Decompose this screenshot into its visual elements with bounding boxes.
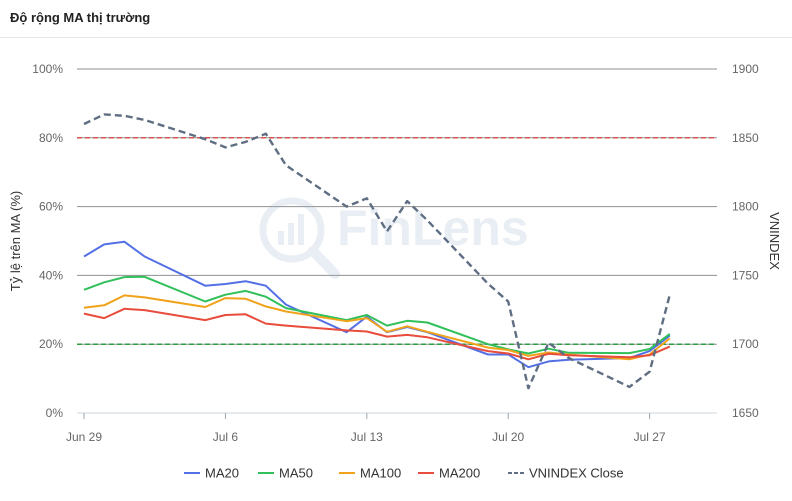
- right-y-axis: 1650 1700 1750 1800 1850 1900: [732, 62, 759, 420]
- left-tick-label: 100%: [32, 62, 63, 76]
- left-axis-title: Tỷ lệ trên MA (%): [8, 191, 23, 291]
- watermark-text: FinLens: [337, 200, 529, 256]
- legend: MA20 MA50 MA100 MA200 VNINDEX Close: [184, 466, 624, 481]
- x-axis: Jun 29 Jul 6 Jul 13 Jul 20 Jul 27: [66, 413, 666, 444]
- legend-label: MA200: [439, 466, 480, 481]
- legend-label: MA100: [360, 466, 401, 481]
- legend-label: MA50: [279, 466, 313, 481]
- series-ma100: [83, 294, 671, 361]
- left-tick-label: 80%: [39, 131, 63, 145]
- series-vnindex-close: [83, 113, 671, 390]
- chart-header: Độ rộng MA thị trường: [0, 0, 792, 38]
- market-breadth-chart: FinLens 0%20%40%60%80%100% 1650170017501…: [8, 62, 782, 481]
- x-tick-label: Jul 27: [634, 430, 666, 444]
- right-tick-label: 1650: [732, 406, 759, 420]
- right-axis-title: VNINDEX: [767, 212, 782, 270]
- right-tick-label: 1700: [732, 337, 759, 351]
- series-ma20: [83, 240, 671, 369]
- left-y-axis: 0% 20% 40% 60% 80% 100%: [32, 62, 63, 420]
- right-tick-label: 1800: [732, 200, 759, 214]
- left-tick-label: 0%: [46, 406, 64, 420]
- left-tick-label: 20%: [39, 337, 63, 351]
- x-tick-label: Jul 13: [351, 430, 383, 444]
- left-tick-label: 60%: [39, 200, 63, 214]
- x-tick-label: Jun 29: [66, 430, 102, 444]
- series-lines: [83, 113, 671, 390]
- series-ma200: [83, 307, 671, 361]
- right-tick-label: 1900: [732, 62, 759, 76]
- legend-label: VNINDEX Close: [529, 466, 624, 481]
- x-tick-label: Jul 20: [492, 430, 524, 444]
- reference-lines: [77, 137, 717, 345]
- chart-title: Độ rộng MA thị trường: [10, 10, 151, 25]
- x-tick-label: Jul 6: [213, 430, 239, 444]
- legend-label: MA20: [205, 466, 239, 481]
- magnifier-chart-icon: [259, 197, 340, 279]
- left-tick-label: 40%: [39, 268, 63, 282]
- right-tick-label: 1850: [732, 131, 759, 145]
- finlens-watermark: FinLens: [259, 197, 529, 279]
- right-tick-label: 1750: [732, 268, 759, 282]
